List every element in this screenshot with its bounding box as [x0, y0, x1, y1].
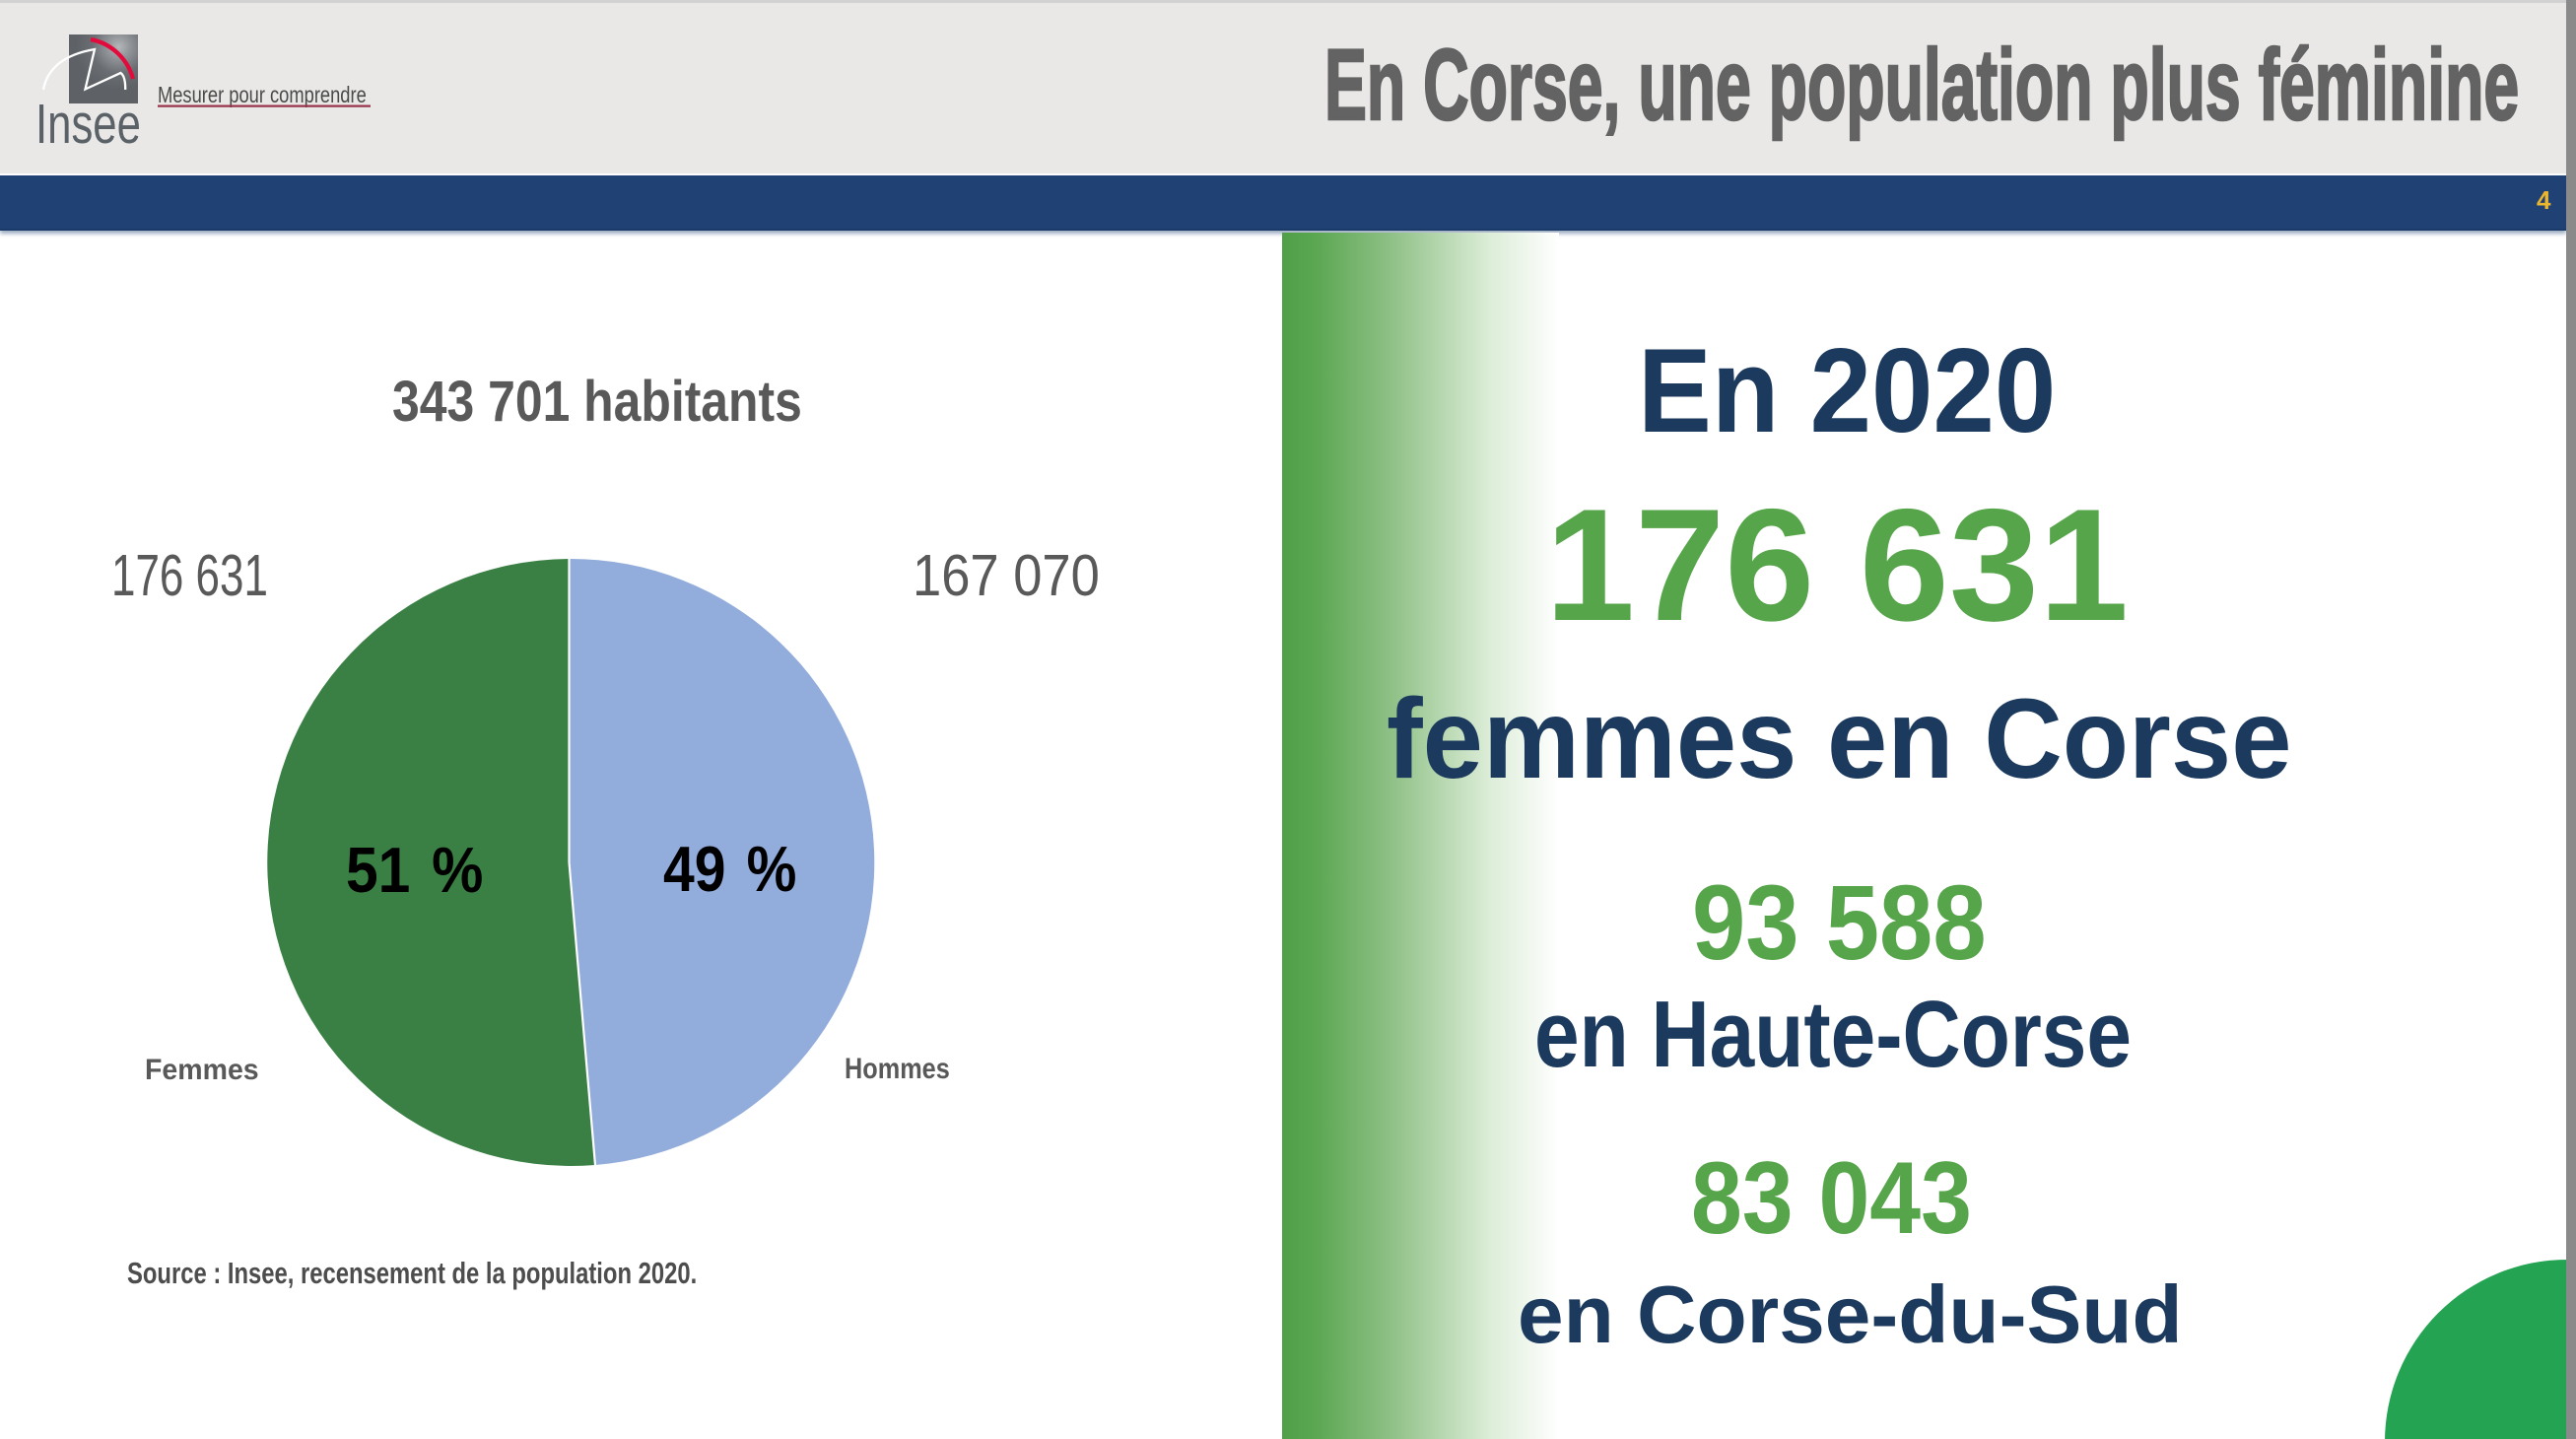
svg-text:Insee: Insee	[35, 92, 141, 155]
svg-text:Mesurer pour comprendre: Mesurer pour comprendre	[158, 83, 367, 108]
